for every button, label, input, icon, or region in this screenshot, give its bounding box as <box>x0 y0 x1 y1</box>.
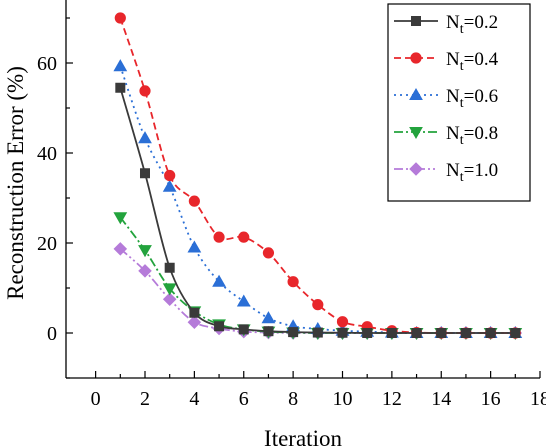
legend-item: Nt=0.8 <box>394 123 498 148</box>
data-point <box>236 294 251 307</box>
data-point <box>411 327 422 338</box>
data-point <box>312 299 324 311</box>
x-tick-label: 8 <box>288 388 298 410</box>
data-point <box>113 59 128 72</box>
data-point <box>386 327 397 338</box>
data-point <box>139 85 151 97</box>
data-point <box>114 12 126 24</box>
data-point <box>187 240 202 253</box>
data-point <box>138 131 152 144</box>
x-tick-label: 10 <box>333 388 353 410</box>
legend-label: Nt=0.8 <box>446 123 498 148</box>
legend-label: Nt=0.2 <box>446 12 498 37</box>
data-point <box>238 231 250 243</box>
x-tick-label: 16 <box>481 388 501 410</box>
legend-item: Nt=1.0 <box>394 160 498 185</box>
legend-label: Nt=1.0 <box>446 160 498 185</box>
series-1 <box>115 82 521 338</box>
legend: Nt=0.2 Nt=0.4 Nt=0.6 Nt=0.8 Nt=1.0 <box>387 3 531 202</box>
data-point <box>138 245 152 258</box>
data-point <box>115 82 126 93</box>
data-point <box>188 195 200 207</box>
legend-marker <box>409 87 423 101</box>
data-point <box>362 327 373 338</box>
data-point <box>162 179 177 192</box>
legend-marker <box>409 162 423 176</box>
data-point <box>162 292 177 307</box>
data-point <box>510 327 521 338</box>
series-lines <box>113 12 523 341</box>
data-point <box>213 231 225 243</box>
data-point <box>485 327 496 338</box>
legend-label: Nt=0.6 <box>446 86 498 111</box>
y-tick-label: 60 <box>37 53 57 75</box>
legend-item: Nt=0.4 <box>394 49 499 74</box>
x-tick-label: 0 <box>91 388 101 410</box>
series-line <box>119 216 516 334</box>
y-tick-label: 0 <box>47 323 57 345</box>
data-point <box>113 242 128 256</box>
data-point <box>138 264 152 278</box>
data-point <box>288 327 299 338</box>
data-point <box>336 316 349 328</box>
x-tick-label: 12 <box>382 388 402 410</box>
data-point <box>212 274 226 287</box>
legend-marker <box>410 52 422 64</box>
x-tick-label: 6 <box>239 388 249 410</box>
x-tick-label: 14 <box>431 388 451 410</box>
data-point <box>263 326 274 337</box>
legend-marker <box>409 126 423 140</box>
data-point <box>214 321 225 332</box>
y-axis-title: Reconstruction Error (%) <box>3 66 28 300</box>
x-tick-label: 4 <box>189 388 199 410</box>
data-point <box>187 315 202 329</box>
y-tick-label: 20 <box>37 233 57 255</box>
data-point <box>312 327 323 338</box>
series-4 <box>113 212 523 341</box>
legend-item: Nt=0.6 <box>394 86 498 111</box>
ticks: 0 2 4 6 8 10 12 14 16 18 0 20 40 60 <box>37 17 546 410</box>
data-point <box>337 327 348 338</box>
data-point <box>164 262 175 273</box>
x-axis-title: Iteration <box>264 426 342 448</box>
data-point <box>238 324 249 335</box>
legend-marker <box>410 15 421 26</box>
data-point <box>189 307 200 318</box>
legend-label: Nt=0.4 <box>446 49 499 74</box>
x-tick-label: 2 <box>140 388 150 410</box>
data-point <box>261 311 276 324</box>
data-point <box>287 276 299 288</box>
data-point <box>139 168 150 179</box>
y-tick-label: 40 <box>37 143 57 165</box>
x-tick-label: 18 <box>530 388 546 410</box>
data-point <box>164 169 176 182</box>
data-point <box>460 327 471 338</box>
data-point <box>436 327 447 338</box>
legend-item: Nt=0.2 <box>394 12 498 37</box>
data-point <box>262 247 275 259</box>
data-point <box>162 283 177 296</box>
data-point <box>113 212 128 225</box>
